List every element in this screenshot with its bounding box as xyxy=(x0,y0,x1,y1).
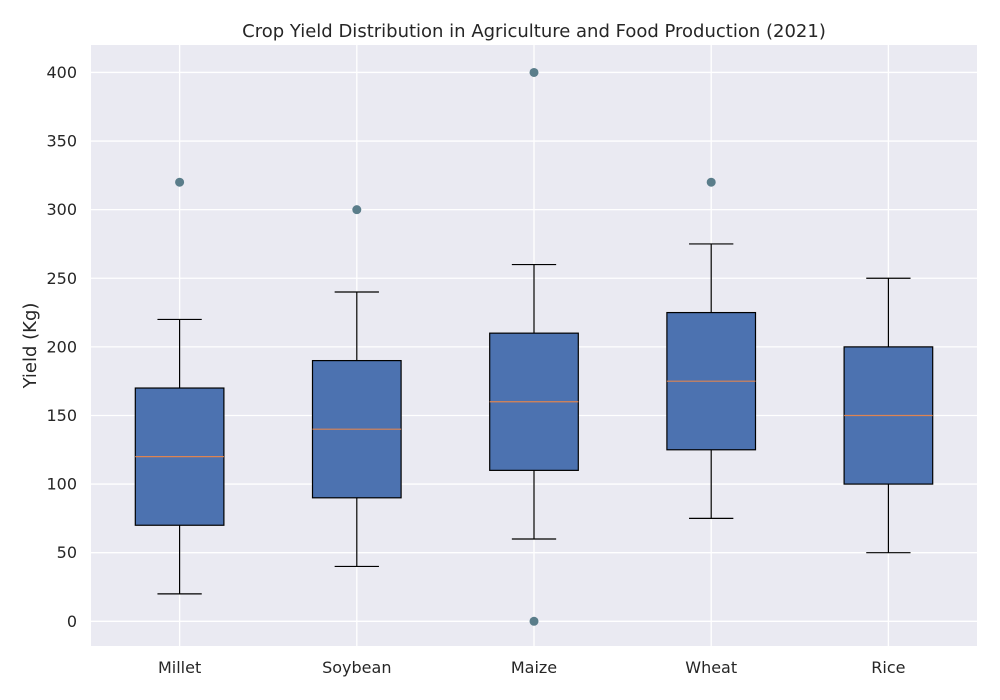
y-tick-label: 400 xyxy=(46,63,77,82)
x-axis-ticks: Millet Soybean Maize Wheat Rice xyxy=(158,658,906,677)
y-tick-label: 200 xyxy=(46,337,77,356)
y-axis-ticks: 0 50 100 150 200 250 300 350 400 xyxy=(46,63,77,631)
outlier-point xyxy=(175,177,185,187)
outlier-point xyxy=(529,616,539,626)
y-tick-label: 350 xyxy=(46,132,77,151)
outlier-point xyxy=(352,205,362,215)
y-tick-label: 100 xyxy=(46,475,77,494)
box-millet xyxy=(134,177,225,595)
outlier-point xyxy=(529,67,539,77)
y-tick-label: 0 xyxy=(67,612,77,631)
y-tick-label: 150 xyxy=(46,406,77,425)
x-tick-label: Rice xyxy=(871,658,905,677)
outlier-point xyxy=(706,177,716,187)
box-soybean xyxy=(311,205,402,568)
box-series xyxy=(134,67,934,626)
y-axis-label: Yield (Kg) xyxy=(20,303,41,390)
chart-title: Crop Yield Distribution in Agriculture a… xyxy=(242,21,826,42)
x-tick-label: Millet xyxy=(158,658,201,677)
y-tick-label: 250 xyxy=(46,269,77,288)
box-maize xyxy=(489,67,579,626)
x-tick-label: Wheat xyxy=(685,658,737,677)
box-wheat xyxy=(666,177,757,519)
y-tick-label: 300 xyxy=(46,200,77,219)
y-tick-label: 50 xyxy=(57,543,77,562)
x-tick-label: Soybean xyxy=(322,658,391,677)
box-rice xyxy=(843,277,934,554)
x-tick-label: Maize xyxy=(511,658,557,677)
